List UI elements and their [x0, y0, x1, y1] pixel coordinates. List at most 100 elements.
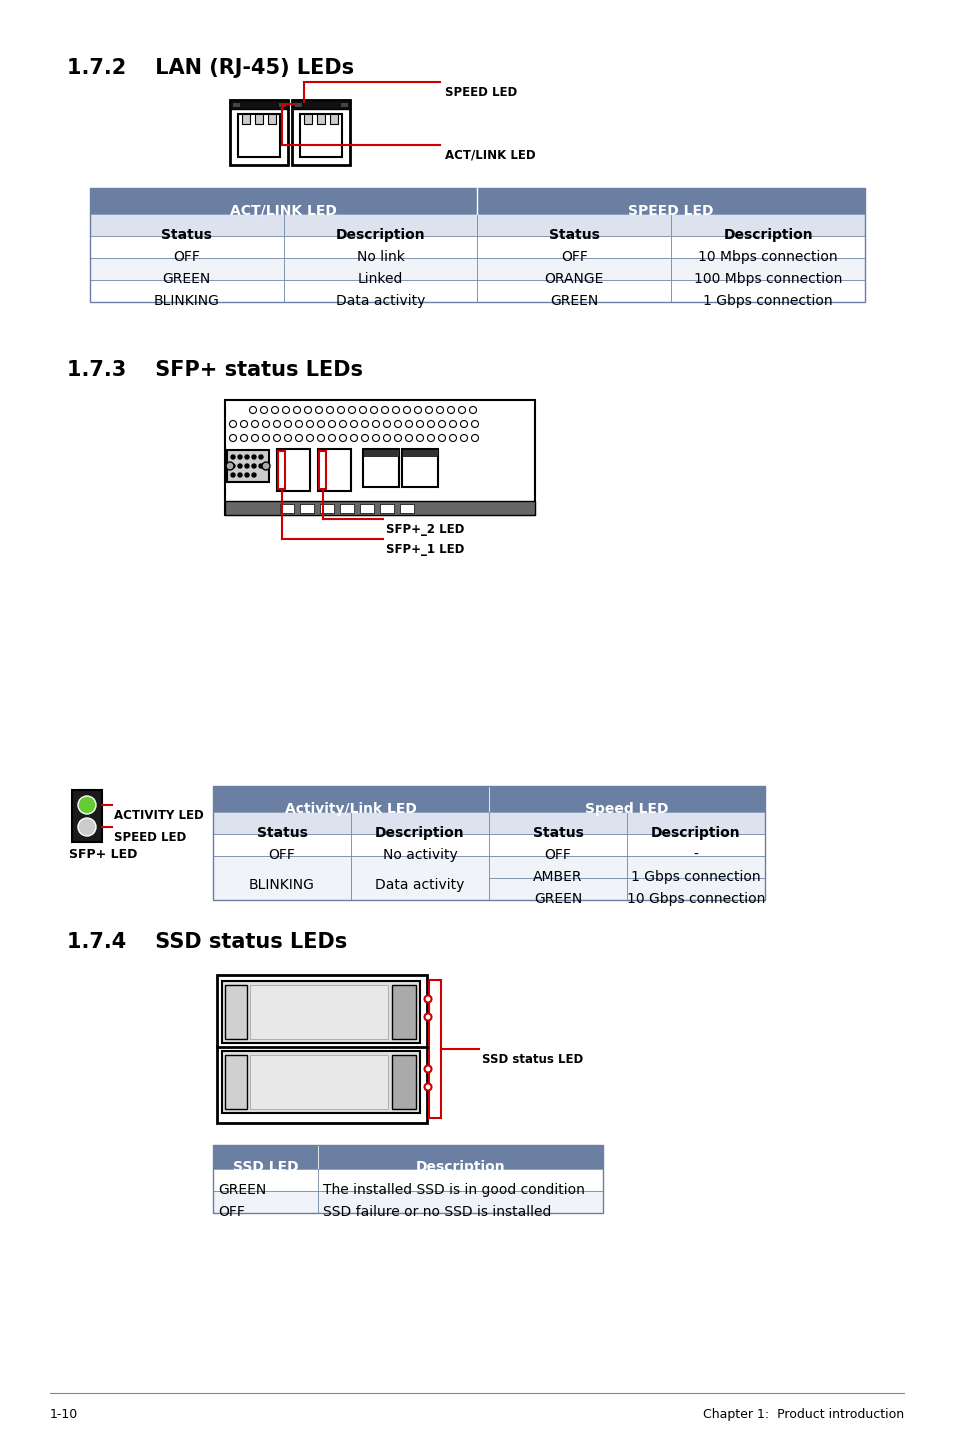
Text: GREEN: GREEN [163, 272, 211, 286]
Bar [489, 787, 764, 812]
Circle shape [405, 434, 412, 441]
Ellipse shape [286, 1007, 306, 1018]
Circle shape [438, 434, 445, 441]
Text: 1 Gbps connection: 1 Gbps connection [702, 293, 832, 308]
Text: No activity: No activity [382, 848, 456, 861]
Circle shape [245, 464, 249, 467]
Bar [330, 114, 337, 124]
Circle shape [237, 454, 242, 459]
Text: Linked: Linked [357, 272, 403, 286]
Circle shape [424, 1083, 431, 1090]
Text: ACT/LINK LED: ACT/LINK LED [444, 150, 535, 162]
Circle shape [348, 407, 355, 414]
Text: ACTIVITY LED: ACTIVITY LED [113, 810, 204, 823]
Bar [222, 1051, 419, 1113]
Circle shape [274, 420, 280, 427]
Circle shape [317, 434, 324, 441]
Bar [90, 257, 283, 280]
Circle shape [449, 420, 456, 427]
Circle shape [416, 434, 423, 441]
Bar [429, 981, 440, 1117]
Bar [283, 214, 477, 236]
Circle shape [274, 434, 280, 441]
Bar [671, 280, 864, 302]
Circle shape [424, 1066, 431, 1073]
Circle shape [449, 434, 456, 441]
Text: Description: Description [335, 229, 425, 242]
Circle shape [250, 407, 256, 414]
Circle shape [395, 434, 401, 441]
Text: SSD failure or no SSD is installed: SSD failure or no SSD is installed [323, 1205, 551, 1219]
Bar [379, 503, 394, 513]
Bar [213, 856, 351, 900]
Bar [90, 236, 283, 257]
Bar [477, 188, 864, 214]
Circle shape [245, 473, 249, 477]
Text: Description: Description [375, 825, 464, 840]
Circle shape [350, 420, 357, 427]
Circle shape [78, 797, 96, 814]
Bar [671, 214, 864, 236]
Ellipse shape [286, 1077, 306, 1087]
Bar [280, 503, 294, 513]
Text: The installed SSD is in good condition: The installed SSD is in good condition [323, 1183, 584, 1196]
Bar [318, 1145, 602, 1169]
Bar [489, 856, 626, 879]
Bar [299, 114, 341, 157]
Text: BLINKING: BLINKING [249, 879, 314, 892]
Circle shape [405, 420, 412, 427]
Circle shape [361, 434, 368, 441]
Bar [225, 1055, 247, 1109]
Bar [351, 856, 489, 900]
Text: 10 Mbps connection: 10 Mbps connection [698, 250, 837, 265]
Bar [351, 812, 489, 834]
Ellipse shape [312, 1007, 332, 1018]
Bar [268, 114, 275, 124]
Bar [283, 280, 477, 302]
Circle shape [416, 420, 423, 427]
Ellipse shape [260, 1007, 280, 1018]
Bar [671, 257, 864, 280]
Circle shape [361, 420, 368, 427]
Circle shape [245, 454, 249, 459]
Circle shape [304, 407, 312, 414]
Circle shape [424, 1014, 431, 1021]
Text: 10 Gbps connection: 10 Gbps connection [626, 892, 764, 906]
Circle shape [414, 407, 421, 414]
Bar [90, 214, 283, 236]
Circle shape [284, 420, 292, 427]
Circle shape [258, 464, 263, 467]
Circle shape [295, 420, 302, 427]
Bar [339, 503, 354, 513]
Text: Status: Status [532, 825, 583, 840]
Text: 1-10: 1-10 [50, 1408, 78, 1421]
Bar [292, 101, 350, 165]
Text: SFP+_2 LED: SFP+_2 LED [386, 523, 464, 536]
Bar [225, 400, 535, 515]
Bar [222, 981, 419, 1043]
Bar [477, 214, 671, 236]
Circle shape [447, 407, 454, 414]
Text: -: - [693, 848, 698, 861]
Circle shape [339, 434, 346, 441]
Bar [626, 856, 764, 879]
Circle shape [315, 407, 322, 414]
Circle shape [383, 420, 390, 427]
Circle shape [252, 454, 255, 459]
Text: Status: Status [256, 825, 307, 840]
Text: ORANGE: ORANGE [544, 272, 603, 286]
Bar [213, 834, 351, 856]
Text: GREEN: GREEN [218, 1183, 266, 1196]
Text: OFF: OFF [218, 1205, 245, 1219]
Circle shape [328, 434, 335, 441]
Circle shape [427, 434, 434, 441]
Bar [227, 450, 269, 482]
Text: Description: Description [722, 229, 812, 242]
Circle shape [262, 434, 269, 441]
Circle shape [370, 407, 377, 414]
Ellipse shape [260, 1077, 280, 1087]
Circle shape [306, 434, 314, 441]
Bar [213, 1169, 318, 1191]
Circle shape [240, 434, 247, 441]
Circle shape [328, 420, 335, 427]
